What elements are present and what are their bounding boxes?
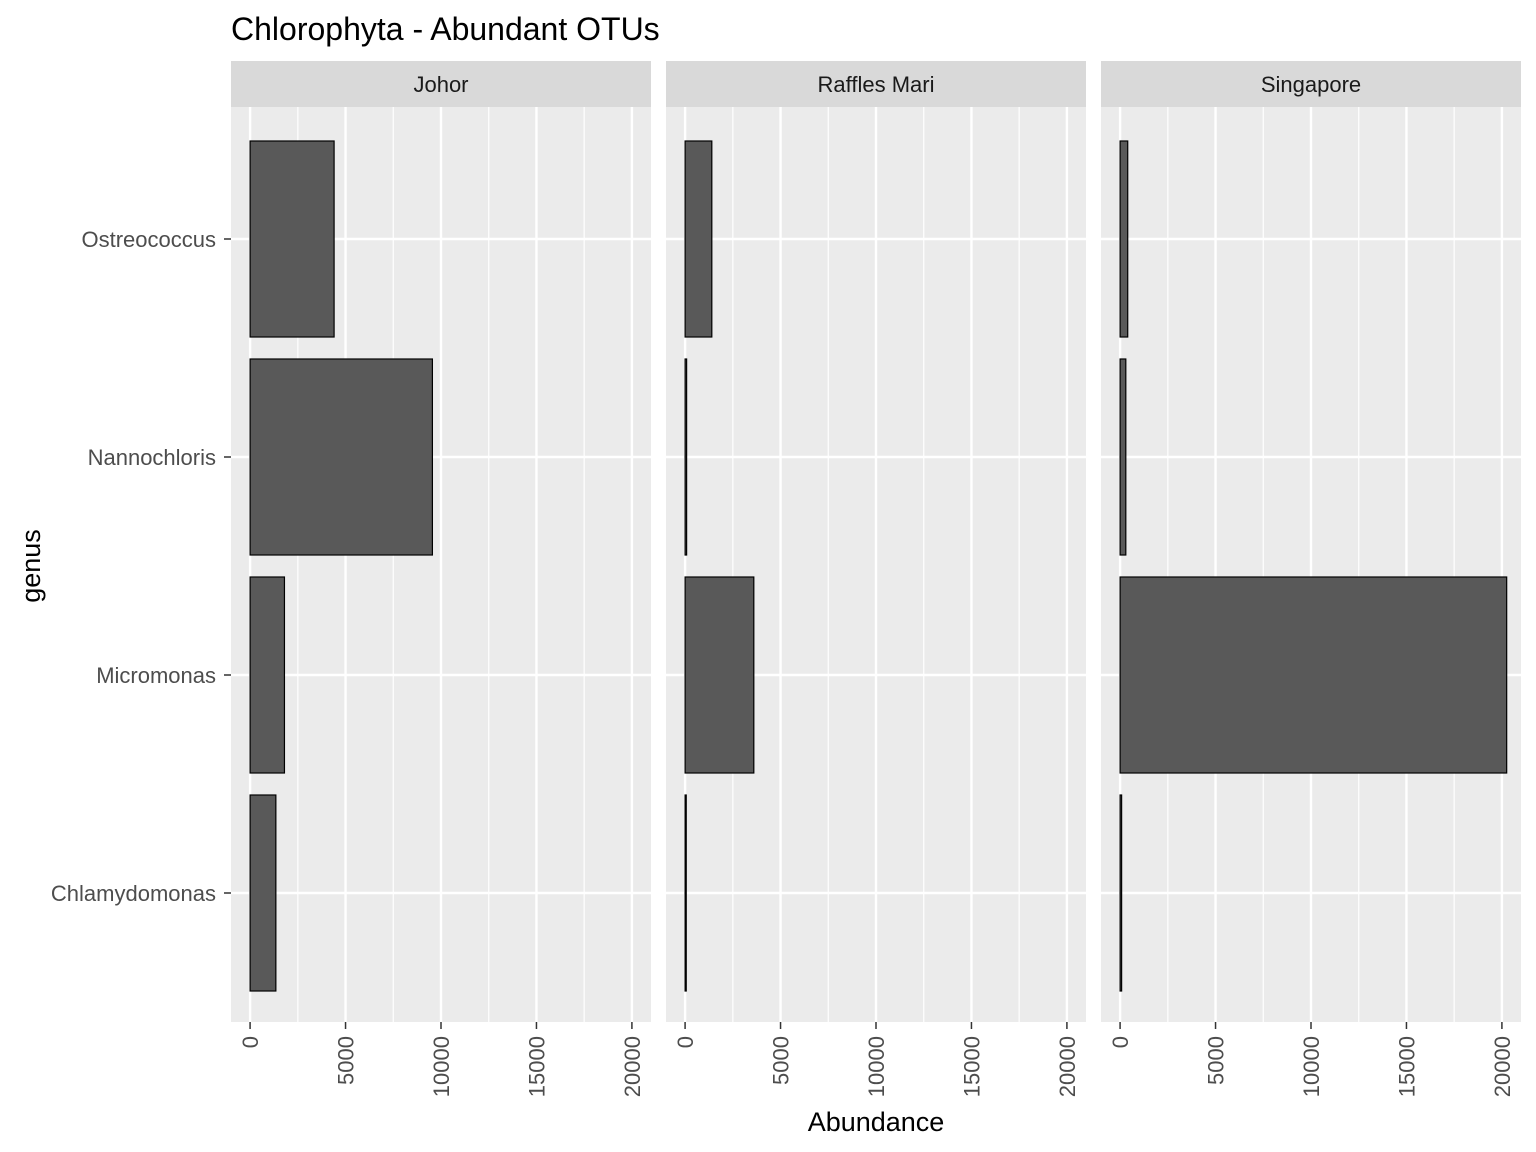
x-tick-label: 20000 [1055, 1036, 1080, 1097]
x-tick-label: 15000 [1394, 1036, 1419, 1097]
x-tick-label: 10000 [1299, 1036, 1324, 1097]
bar-micromonas [684, 576, 755, 774]
x-tick-label: 15000 [959, 1036, 984, 1097]
y-axis: Ostreococcus Nannochloris Micromonas Chlamy… [51, 227, 231, 906]
x-tick-label: 5000 [769, 1036, 794, 1085]
facet-strip-label: Raffles Mari [818, 72, 935, 97]
x-tick-label: 20000 [1490, 1036, 1515, 1097]
bar-nannochloris [249, 358, 434, 556]
x-tick-label: 0 [238, 1036, 263, 1048]
x-tick-label: 0 [1108, 1036, 1133, 1048]
bar-micromonas [1119, 576, 1508, 774]
x-tick-label: 10000 [429, 1036, 454, 1097]
facet-panels: Johor 0 5000 10000 15000 20000 Raffles Mari 0 50… [231, 61, 1521, 1097]
facet-strip-label: Johor [413, 72, 468, 97]
y-axis-title: genus [16, 529, 46, 603]
facet-strip [666, 61, 1086, 107]
bar-micromonas [249, 576, 286, 774]
x-tick-label: 10000 [864, 1036, 889, 1097]
bar-nannochloris [684, 358, 688, 556]
y-tick-label: Nannochloris [88, 445, 216, 470]
y-tick-label: Micromonas [96, 663, 216, 688]
x-tick-label: 5000 [1204, 1036, 1229, 1085]
bar-chlamydomonas [1119, 794, 1123, 992]
y-tick-label: Ostreococcus [82, 227, 217, 252]
facet-strip-label: Singapore [1261, 72, 1361, 97]
x-tick-label: 0 [673, 1036, 698, 1048]
y-tick-label: Chlamydomonas [51, 881, 216, 906]
x-tick-label: 5000 [334, 1036, 359, 1085]
x-tick-label: 20000 [620, 1036, 645, 1097]
facet-strip [1101, 61, 1521, 107]
chart-title: Chlorophyta - Abundant OTUs [231, 11, 660, 47]
x-axis-title: Abundance [808, 1107, 945, 1137]
bar-nannochloris [1119, 358, 1127, 556]
bar-ostreococcus [684, 140, 713, 338]
facet-panel-2: Singapore 0 5000 10000 15000 20000 [1101, 61, 1521, 1097]
bar-chlamydomonas [684, 794, 687, 992]
bar-ostreococcus [249, 140, 335, 338]
facet-panel-1: Raffles Mari 0 5000 10000 15000 20000 [666, 61, 1086, 1097]
facet-panel-0: Johor 0 5000 10000 15000 20000 [231, 61, 651, 1097]
bar-chlamydomonas [249, 794, 277, 992]
facet-strip [231, 61, 651, 107]
x-tick-label: 15000 [524, 1036, 549, 1097]
bar-ostreococcus [1119, 140, 1129, 338]
